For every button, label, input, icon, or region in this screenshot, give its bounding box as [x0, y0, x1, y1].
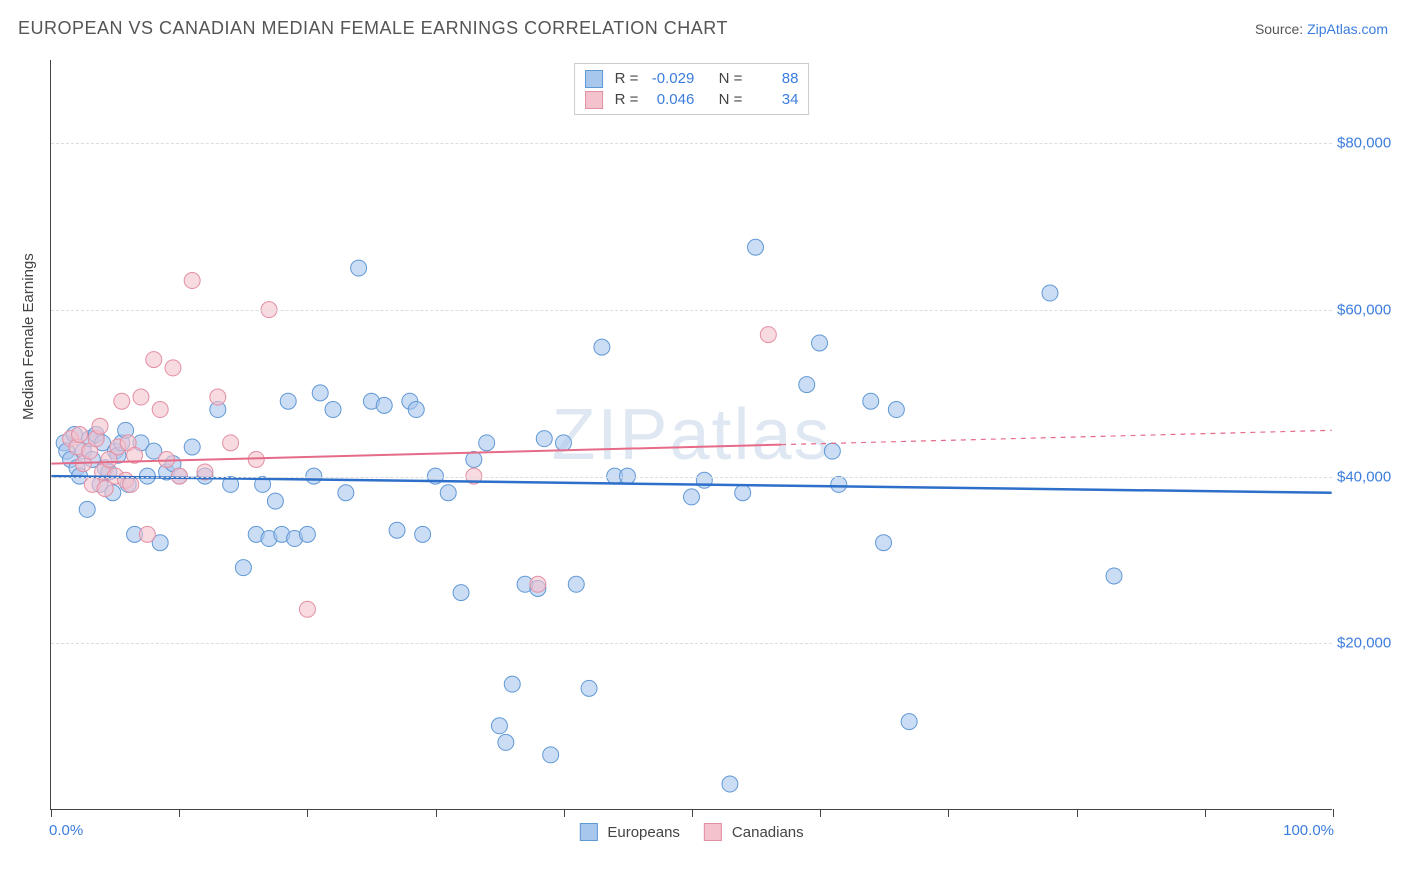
- r-value-europeans: -0.029: [646, 68, 694, 89]
- legend-swatch-canadians-icon: [704, 823, 722, 841]
- legend-item-canadians: Canadians: [704, 823, 804, 841]
- source-attribution: Source: ZipAtlas.com: [1255, 21, 1388, 37]
- bottom-legend: Europeans Canadians: [579, 823, 803, 841]
- legend-item-europeans: Europeans: [579, 823, 680, 841]
- legend-swatch-europeans-icon: [579, 823, 597, 841]
- x-axis-min-label: 0.0%: [49, 822, 83, 839]
- stats-row-europeans: R = -0.029 N = 88: [585, 68, 799, 89]
- swatch-canadians-icon: [585, 91, 603, 109]
- y-tick-label: $80,000: [1337, 135, 1392, 152]
- y-tick-label: $40,000: [1337, 468, 1392, 485]
- r-value-canadians: 0.046: [646, 89, 694, 110]
- source-link[interactable]: ZipAtlas.com: [1307, 21, 1388, 37]
- plot-area: ZIPatlas R = -0.029 N = 88 R = 0.046 N =…: [50, 60, 1332, 810]
- stats-row-canadians: R = 0.046 N = 34: [585, 89, 799, 110]
- n-value-canadians: 34: [750, 89, 798, 110]
- y-tick-label: $60,000: [1337, 302, 1392, 319]
- n-value-europeans: 88: [750, 68, 798, 89]
- swatch-europeans-icon: [585, 70, 603, 88]
- y-axis-label: Median Female Earnings: [20, 253, 37, 420]
- x-axis-max-label: 100.0%: [1283, 822, 1334, 839]
- chart-title: EUROPEAN VS CANADIAN MEDIAN FEMALE EARNI…: [18, 18, 728, 39]
- scatter-svg: [51, 60, 1332, 809]
- chart-header: EUROPEAN VS CANADIAN MEDIAN FEMALE EARNI…: [18, 18, 1388, 39]
- y-tick-label: $20,000: [1337, 635, 1392, 652]
- correlation-stats-box: R = -0.029 N = 88 R = 0.046 N = 34: [574, 63, 810, 115]
